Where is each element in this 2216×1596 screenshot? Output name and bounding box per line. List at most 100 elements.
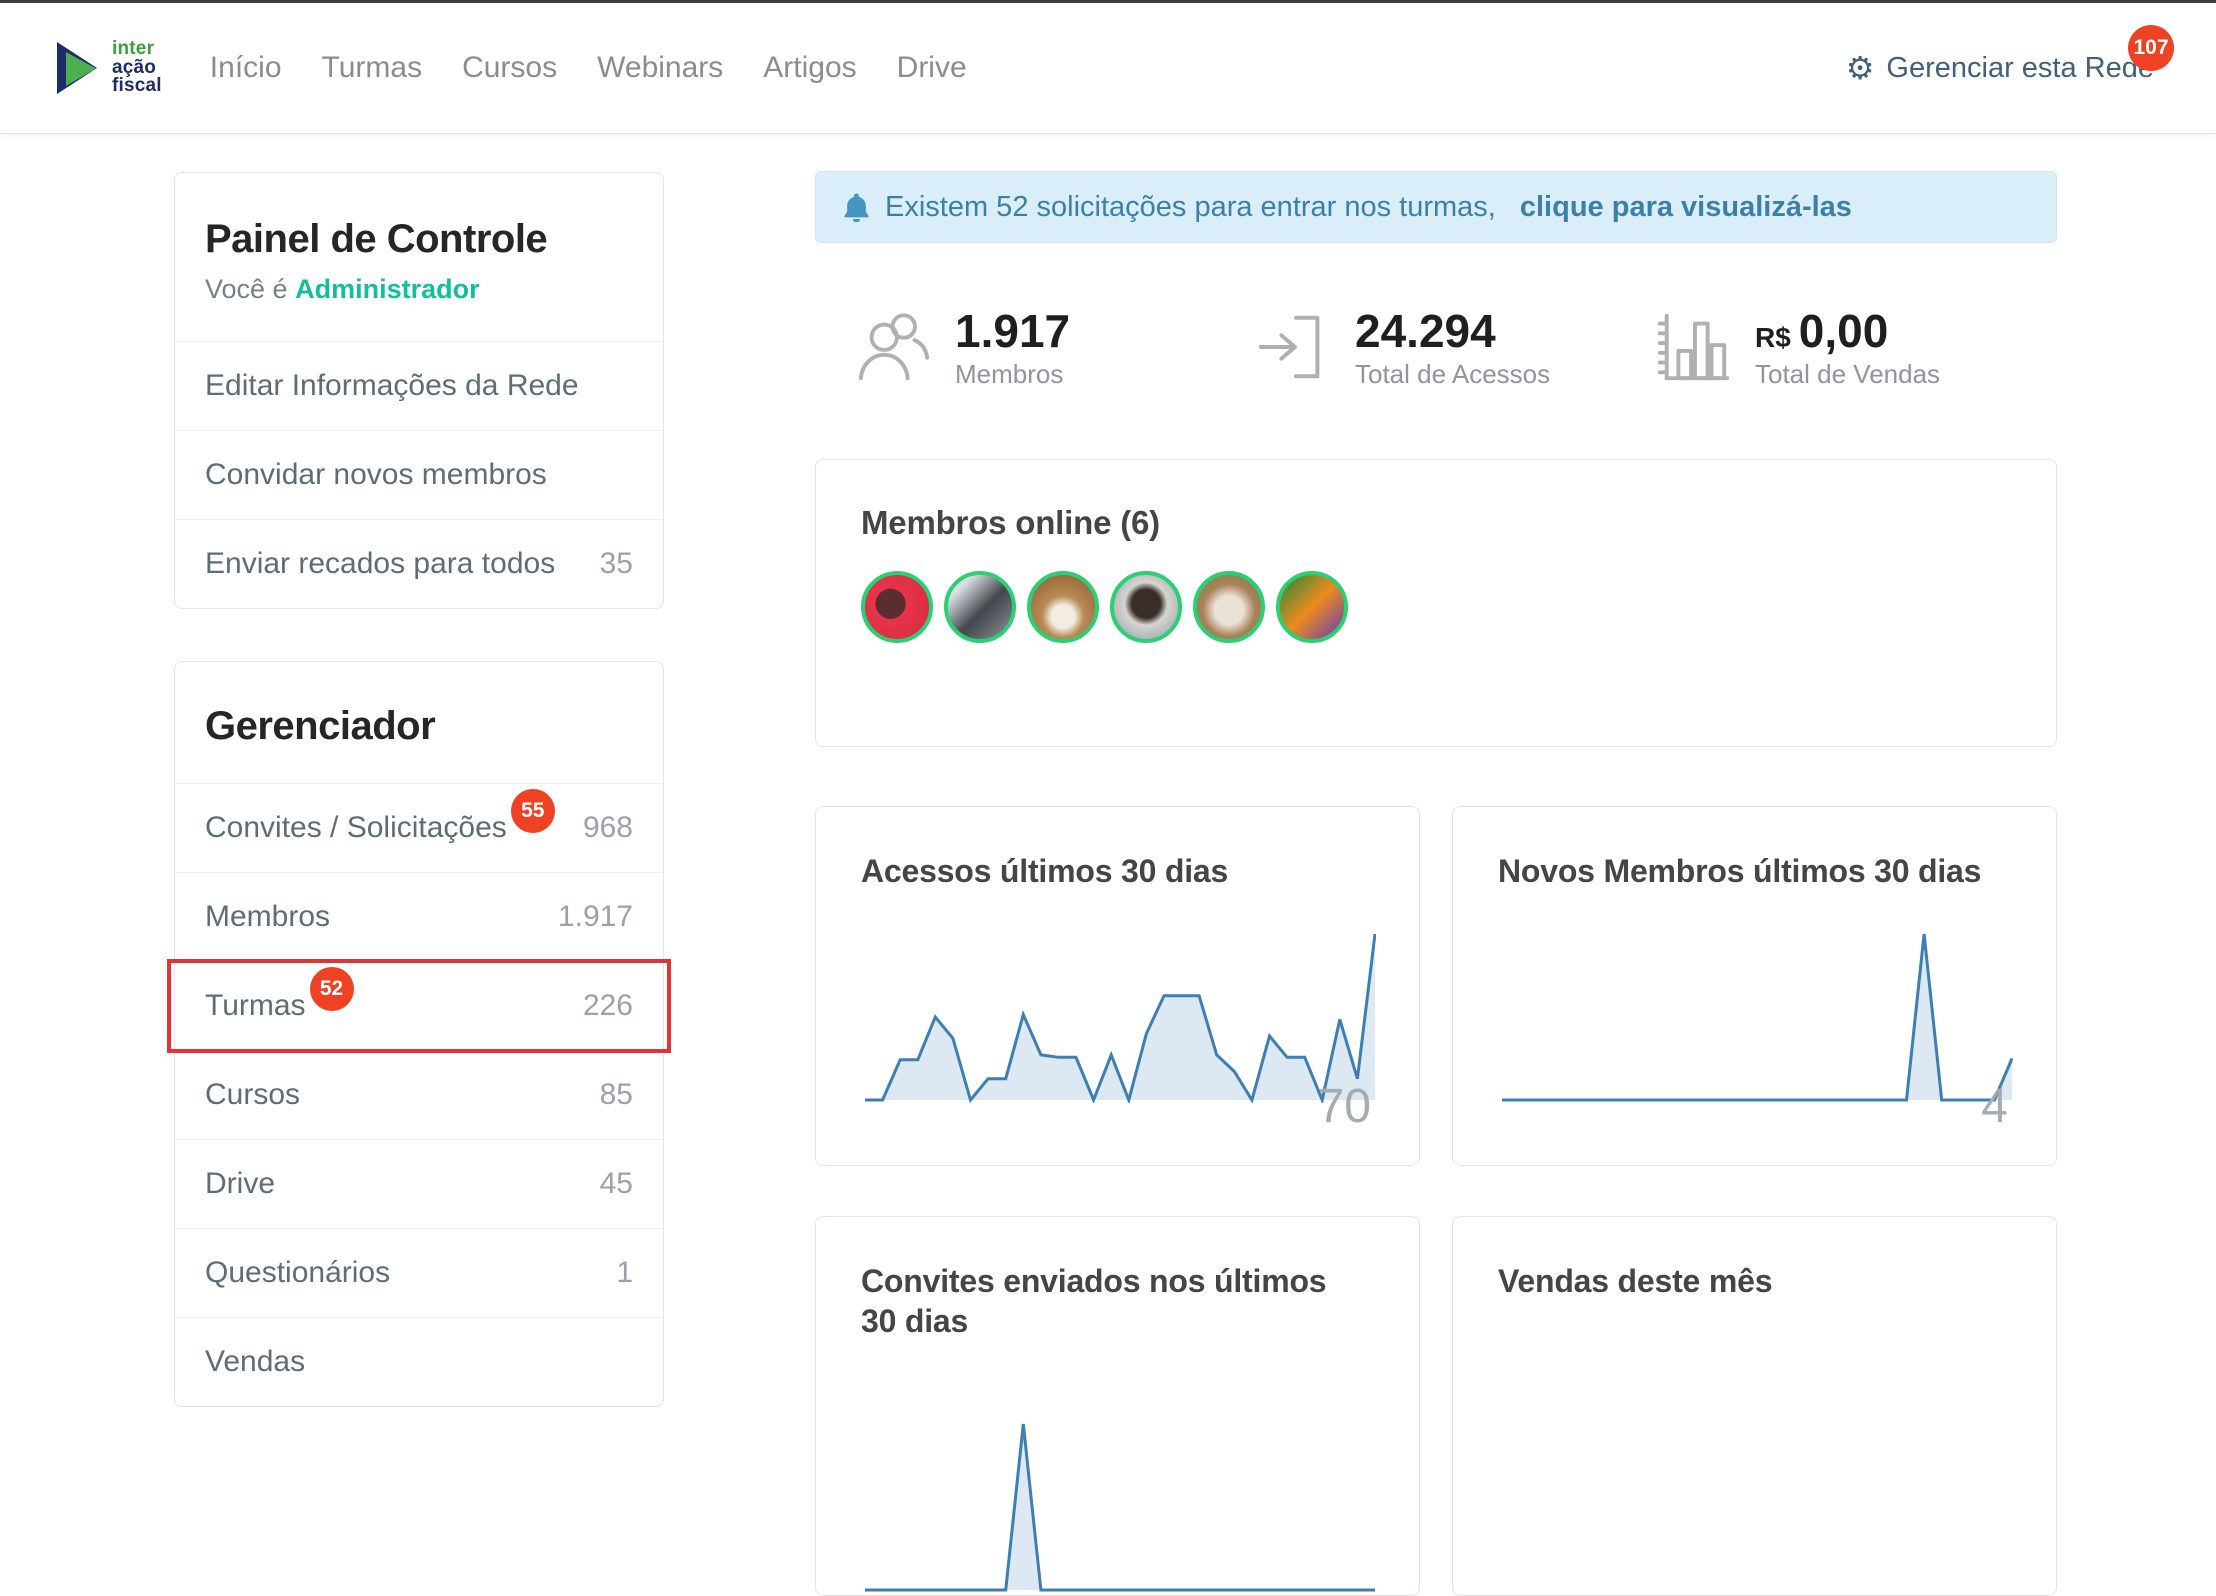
member-avatar[interactable] bbox=[1110, 571, 1182, 644]
stat-amount: 0,00 bbox=[1798, 305, 1889, 358]
sidebar-item-membros[interactable]: Membros 1.917 bbox=[175, 872, 663, 961]
stat-value: 1.917 bbox=[955, 305, 1071, 358]
bell-icon bbox=[844, 193, 869, 222]
stat-text: R$ 0,00 Total de Vendas bbox=[1755, 308, 1940, 390]
manage-network-label: Gerenciar esta Rede bbox=[1886, 51, 2154, 84]
sidebar-item-count: 1 bbox=[616, 1256, 633, 1289]
sidebar-item-label-wrap: Turmas 52 bbox=[205, 967, 354, 1028]
sidebar-item-label: Drive bbox=[205, 1167, 276, 1200]
sidebar-item-label: Convidar novos membros bbox=[205, 458, 547, 491]
sidebar-item-label: Turmas bbox=[205, 989, 306, 1022]
chart-max-value: 4 bbox=[1981, 1080, 2008, 1133]
novos-membros-chart-card: Novos Membros últimos 30 dias 4 bbox=[1452, 806, 2057, 1166]
sidebar-item-label: Cursos bbox=[205, 1078, 301, 1111]
chart-title: Acessos últimos 30 dias bbox=[861, 853, 1229, 889]
sidebar-item-label: Enviar recados para todos bbox=[205, 547, 556, 580]
stat-text: 1.917 Membros bbox=[955, 308, 1070, 390]
requests-notification-banner[interactable]: Existem 52 solicitações para entrar nos … bbox=[815, 171, 2057, 243]
manager-title: Gerenciador bbox=[205, 704, 436, 748]
manage-notification-badge: 107 bbox=[2128, 24, 2174, 71]
sidebar-item-drive[interactable]: Drive 45 bbox=[175, 1139, 663, 1228]
sidebar-item-convidar-membros[interactable]: Convidar novos membros bbox=[175, 430, 663, 519]
member-avatar[interactable] bbox=[861, 571, 933, 644]
chart-title: Vendas deste mês bbox=[1498, 1263, 1773, 1299]
sidebar-item-label: Editar Informações da Rede bbox=[205, 369, 579, 402]
members-online-title: Membros online (6) bbox=[861, 504, 1160, 541]
acessos-chart-card: Acessos últimos 30 dias 70 bbox=[815, 806, 1420, 1166]
member-avatar[interactable] bbox=[1276, 571, 1348, 644]
main-nav: Início Turmas Cursos Webinars Artigos Dr… bbox=[210, 51, 967, 85]
role-subtitle: Você é Administrador bbox=[205, 274, 633, 305]
banner-text: Existem 52 solicitações para entrar nos … bbox=[885, 190, 1496, 223]
vendas-sparkline-chart bbox=[1501, 1421, 2013, 1593]
manager-card: Gerenciador Convites / Solicitações 55 9… bbox=[167, 661, 671, 1407]
stat-vendas: R$ 0,00 Total de Vendas bbox=[1655, 299, 2055, 399]
main-content: Existem 52 solicitações para entrar nos … bbox=[815, 171, 2057, 1596]
convites-sparkline-chart bbox=[865, 1423, 1375, 1592]
sidebar-item-vendas[interactable]: Vendas bbox=[175, 1317, 663, 1406]
nav-item-cursos[interactable]: Cursos bbox=[462, 51, 558, 84]
currency-prefix: R$ bbox=[1755, 322, 1791, 354]
nav-item-webinars[interactable]: Webinars bbox=[597, 51, 724, 84]
logo-wordmark: inter ação fiscal bbox=[112, 38, 162, 97]
sidebar-item-turmas[interactable]: Turmas 52 226 bbox=[167, 959, 671, 1053]
stat-value: R$ 0,00 bbox=[1755, 308, 1940, 355]
top-navbar: inter ação fiscal Início Turmas Cursos W… bbox=[0, 3, 2216, 134]
nav-item-drive[interactable]: Drive bbox=[896, 51, 967, 84]
manager-header: Gerenciador bbox=[175, 662, 663, 783]
control-panel-header: Painel de Controle Você é Administrador bbox=[175, 173, 663, 341]
member-avatar[interactable] bbox=[1193, 571, 1265, 644]
sidebar-item-label: Membros bbox=[205, 900, 331, 933]
gear-icon: ⚙ bbox=[1845, 50, 1875, 86]
stat-value: 24.294 bbox=[1355, 305, 1496, 358]
play-triangle-icon bbox=[57, 42, 97, 94]
stat-membros: 1.917 Membros bbox=[855, 299, 1255, 399]
nav-item-artigos[interactable]: Artigos bbox=[763, 51, 857, 84]
convites-chart-card: Convites enviados nos últimos 30 dias bbox=[815, 1216, 1420, 1596]
sidebar-item-count: 45 bbox=[599, 1167, 633, 1200]
online-avatars-row bbox=[861, 571, 2011, 644]
pending-badge: 55 bbox=[510, 789, 555, 833]
charts-row-2: Convites enviados nos últimos 30 dias Ve… bbox=[815, 1216, 2057, 1596]
members-online-card: Membros online (6) bbox=[815, 459, 2057, 747]
sales-icon bbox=[1655, 311, 1733, 388]
stat-label: Total de Acessos bbox=[1355, 358, 1551, 389]
nav-item-turmas[interactable]: Turmas bbox=[321, 51, 423, 84]
sidebar-item-convites-solicitacoes[interactable]: Convites / Solicitações 55 968 bbox=[175, 783, 663, 872]
stat-acessos: 24.294 Total de Acessos bbox=[1255, 299, 1655, 399]
sidebar-item-count: 226 bbox=[582, 989, 633, 1022]
pending-badge: 52 bbox=[309, 967, 354, 1011]
stat-label: Membros bbox=[955, 358, 1064, 389]
nav-item-inicio[interactable]: Início bbox=[209, 51, 282, 84]
logo-line-3: fiscal bbox=[112, 75, 162, 97]
control-panel-title: Painel de Controle bbox=[205, 217, 548, 261]
sidebar-item-enviar-recados[interactable]: Enviar recados para todos 35 bbox=[175, 519, 663, 608]
manage-network-button[interactable]: ⚙ Gerenciar esta Rede 107 bbox=[1845, 24, 2180, 86]
member-avatar[interactable] bbox=[1027, 571, 1099, 644]
stat-label: Total de Vendas bbox=[1755, 358, 1941, 389]
novos-membros-sparkline-chart bbox=[1502, 933, 2013, 1102]
member-avatar[interactable] bbox=[944, 571, 1016, 644]
sidebar-item-count: 968 bbox=[582, 811, 633, 844]
access-icon bbox=[1255, 311, 1333, 388]
sidebar: Painel de Controle Você é Administrador … bbox=[167, 172, 671, 1459]
control-panel-card: Painel de Controle Você é Administrador … bbox=[174, 172, 664, 609]
logo[interactable]: inter ação fiscal bbox=[52, 39, 162, 97]
sidebar-item-editar-informacoes[interactable]: Editar Informações da Rede bbox=[175, 341, 663, 430]
sidebar-item-questionarios[interactable]: Questionários 1 bbox=[175, 1228, 663, 1317]
chart-max-value: 70 bbox=[1317, 1080, 1371, 1133]
stats-row: 1.917 Membros 24.294 Total de Acessos bbox=[815, 299, 2057, 399]
vendas-mes-chart-card: Vendas deste mês bbox=[1452, 1216, 2057, 1596]
logo-line-1: inter bbox=[112, 38, 155, 60]
sidebar-item-label-wrap: Convites / Solicitações 55 bbox=[205, 789, 555, 850]
chart-title: Novos Membros últimos 30 dias bbox=[1498, 853, 1982, 889]
sidebar-item-cursos[interactable]: Cursos 85 bbox=[175, 1050, 663, 1139]
role-badge: Administrador bbox=[295, 274, 480, 304]
charts-row-1: Acessos últimos 30 dias 70 Novos Membros… bbox=[815, 806, 2057, 1166]
viewport-top-edge bbox=[0, 0, 2216, 3]
members-icon bbox=[855, 311, 933, 388]
sidebar-item-label: Vendas bbox=[205, 1345, 306, 1378]
banner-link[interactable]: clique para visualizá-las bbox=[1519, 190, 1852, 223]
sidebar-item-count: 1.917 bbox=[557, 900, 633, 933]
chart-title: Convites enviados nos últimos 30 dias bbox=[861, 1263, 1327, 1339]
